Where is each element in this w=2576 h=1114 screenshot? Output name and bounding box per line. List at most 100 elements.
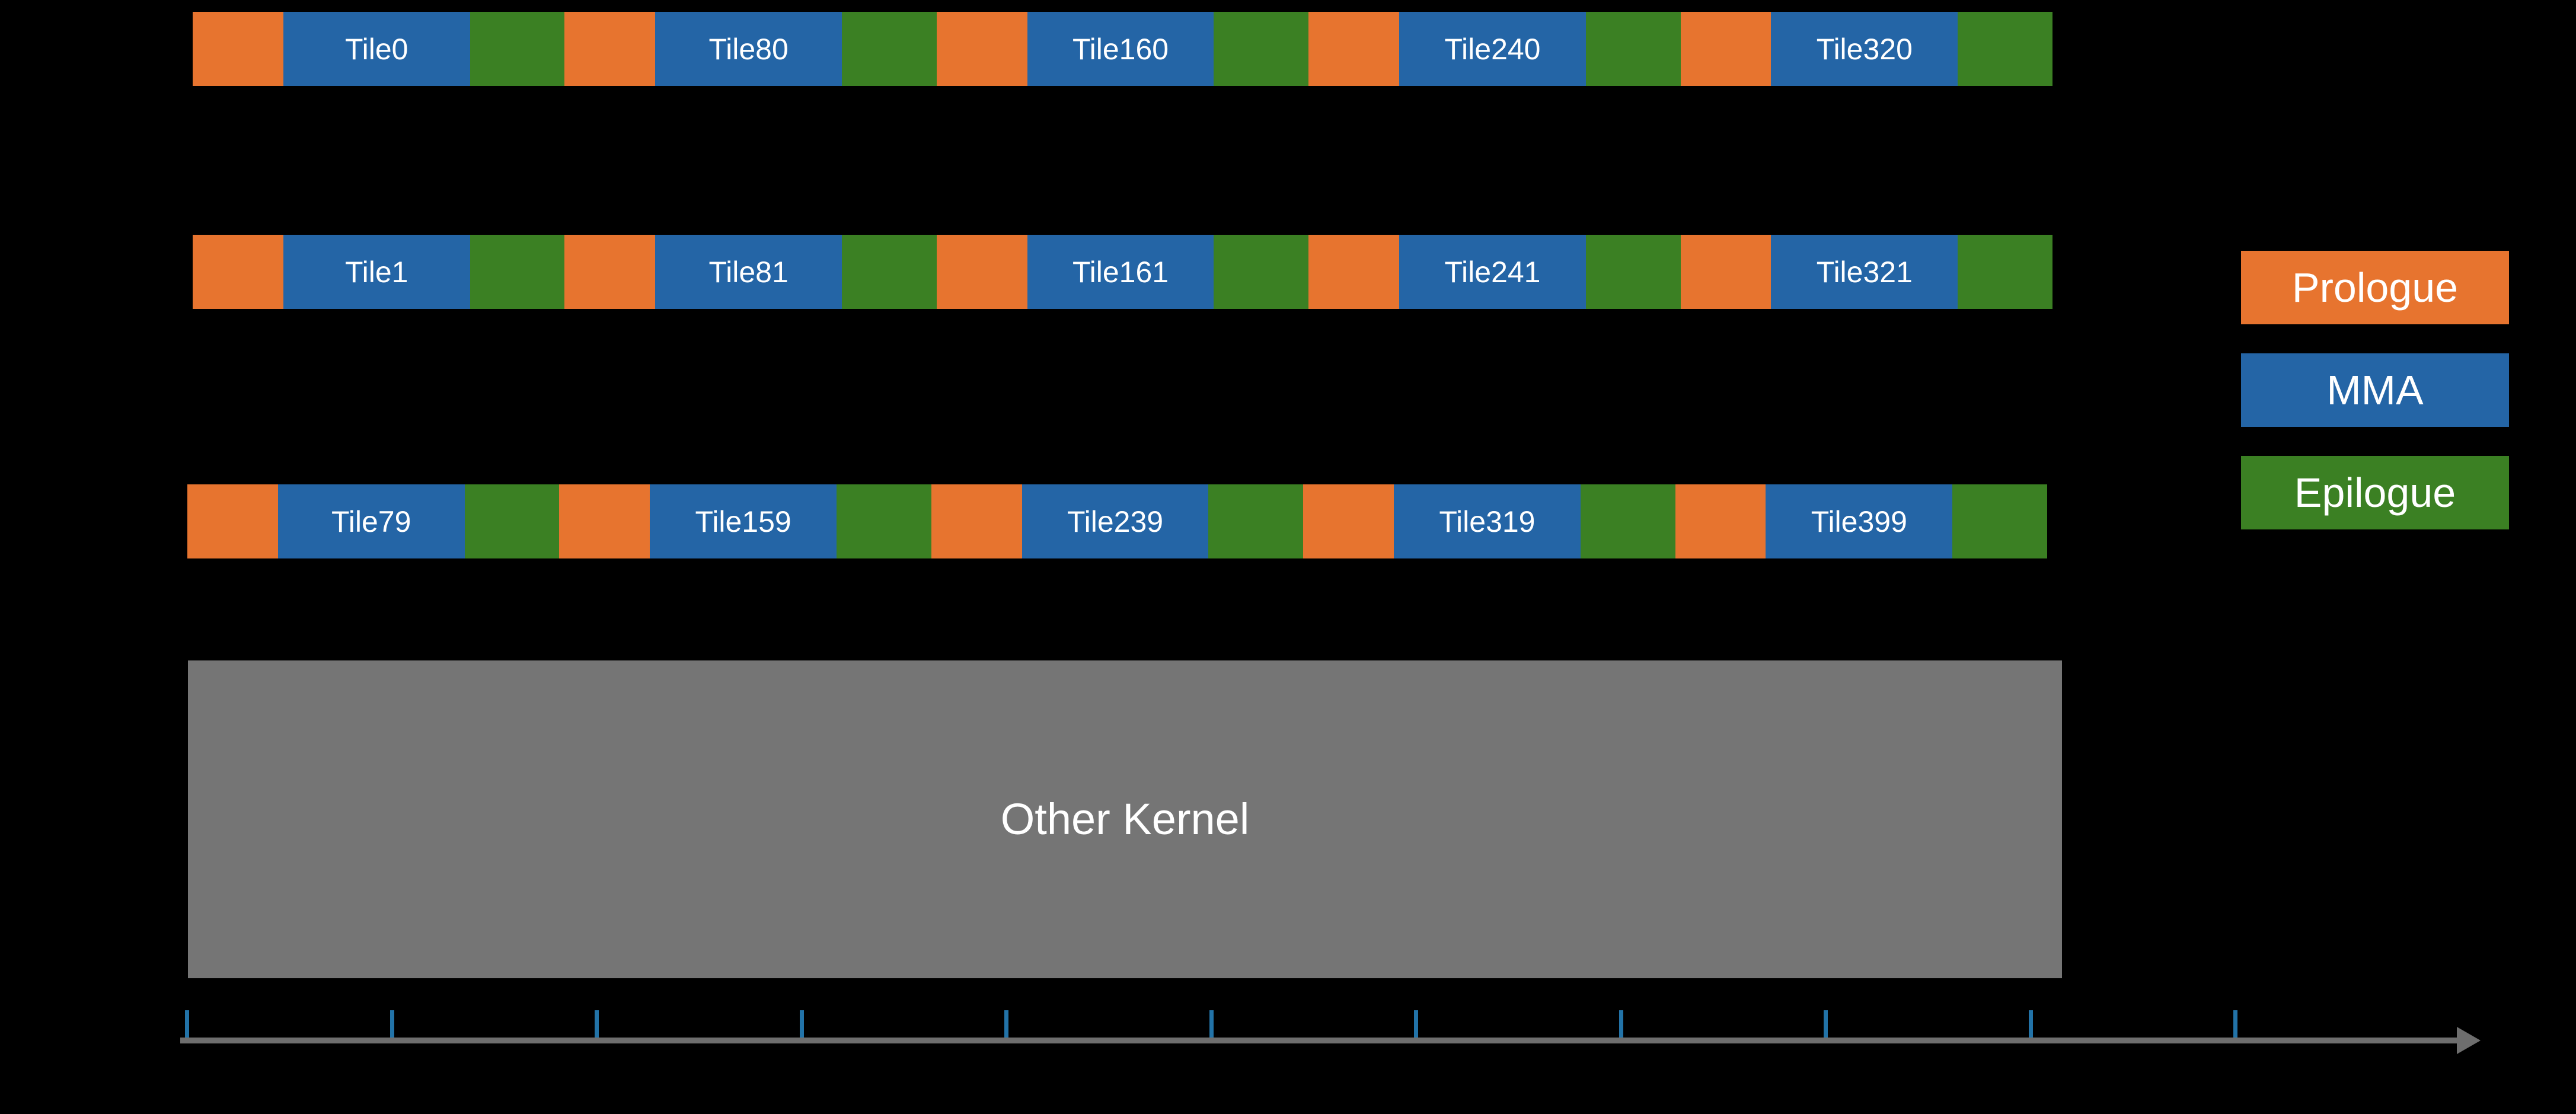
epilogue-segment [470,235,565,309]
mma-segment: Tile160 [1027,12,1214,86]
tile-label: Tile161 [1072,255,1169,289]
legend-label-prologue: Prologue [2291,264,2459,311]
sm-row: Tile1 Tile81 Tile161 Tile241 Tile321 [193,235,2053,309]
time-axis-tick [1619,1010,1623,1038]
legend-item-epilogue: Epilogue [2241,456,2509,529]
epilogue-segment [836,484,931,558]
sm-row: Tile0 Tile80 Tile160 Tile240 Tile320 [193,12,2053,86]
tile-label: Tile321 [1816,255,1913,289]
mma-segment: Tile1 [283,235,470,309]
tile-unit: Tile79 [187,484,560,558]
tile-label: Tile0 [344,32,408,66]
tile-unit: Tile0 [193,12,565,86]
tile-unit: Tile241 [1308,235,1681,309]
tile-label: Tile241 [1444,255,1541,289]
time-axis-tick [1209,1010,1214,1038]
epilogue-segment [1958,12,2053,86]
other-kernel-box: Other Kernel [188,660,2062,978]
epilogue-segment [464,484,560,558]
prologue-segment [564,235,656,309]
tile-label: Tile80 [708,32,789,66]
mma-segment: Tile81 [655,235,842,309]
prologue-segment [564,12,656,86]
tile-unit: Tile240 [1308,12,1681,86]
epilogue-segment [1585,235,1681,309]
tile-label: Tile240 [1444,32,1541,66]
mma-segment: Tile80 [655,12,842,86]
epilogue-segment [1952,484,2048,558]
mma-segment: Tile399 [1766,484,1953,558]
mma-segment: Tile161 [1027,235,1214,309]
mma-segment: Tile79 [277,484,465,558]
legend: Prologue MMA Epilogue [2241,251,2509,529]
tile-label: Tile239 [1067,505,1164,538]
time-axis-tick [2028,1010,2033,1038]
tile-unit: Tile160 [936,12,1309,86]
mma-segment: Tile240 [1399,12,1586,86]
mma-segment: Tile0 [283,12,470,86]
prologue-segment [1308,12,1400,86]
epilogue-segment [1214,235,1309,309]
epilogue-segment [841,12,937,86]
time-axis-tick [1004,1010,1008,1038]
mma-segment: Tile241 [1399,235,1586,309]
tile-label: Tile1 [344,255,408,289]
tile-unit: Tile319 [1303,484,1675,558]
tile-label: Tile81 [708,255,789,289]
tile-unit: Tile159 [559,484,931,558]
mma-segment: Tile239 [1022,484,1209,558]
tile-unit: Tile81 [564,235,937,309]
tile-label: Tile399 [1811,505,1907,538]
epilogue-segment [1580,484,1675,558]
time-axis-tick [1414,1010,1418,1038]
prologue-segment [936,235,1027,309]
time-axis-tick [185,1010,189,1038]
legend-item-mma: MMA [2241,353,2509,427]
tile-label: Tile319 [1439,505,1536,538]
tile-unit: Tile161 [936,235,1309,309]
mma-segment: Tile321 [1771,235,1958,309]
mma-segment: Tile159 [650,484,837,558]
tile-unit: Tile80 [564,12,937,86]
time-axis-tick [390,1010,394,1038]
prologue-segment [1680,235,1771,309]
legend-label-epilogue: Epilogue [2294,470,2456,516]
time-axis-arrowhead-icon [2457,1027,2481,1054]
tile-label: Tile159 [695,505,791,538]
tile-label: Tile160 [1072,32,1169,66]
epilogue-segment [1958,235,2053,309]
tile-unit: Tile320 [1680,12,2053,86]
epilogue-segment [1214,12,1309,86]
time-axis-line [180,1038,2457,1043]
tile-unit: Tile321 [1680,235,2053,309]
mma-segment: Tile319 [1394,484,1581,558]
prologue-segment [1680,12,1771,86]
prologue-segment [193,235,283,309]
tile-label: Tile320 [1816,32,1913,66]
tile-unit: Tile239 [931,484,1304,558]
epilogue-segment [1585,12,1681,86]
other-kernel-label: Other Kernel [1000,794,1250,844]
tile-unit: Tile1 [193,235,565,309]
prologue-segment [187,484,278,558]
mma-segment: Tile320 [1771,12,1958,86]
time-axis-tick [1824,1010,1828,1038]
tile-unit: Tile399 [1675,484,2048,558]
time-axis-tick [799,1010,804,1038]
time-axis-tick [595,1010,599,1038]
legend-label-mma: MMA [2326,367,2424,413]
prologue-segment [1308,235,1400,309]
prologue-segment [931,484,1022,558]
time-axis-ticks [185,1010,2237,1038]
epilogue-segment [841,235,937,309]
prologue-segment [193,12,283,86]
prologue-segment [1675,484,1766,558]
epilogue-segment [470,12,565,86]
prologue-segment [1303,484,1394,558]
tile-label: Tile79 [331,505,411,538]
sm-row: Tile79 Tile159 Tile239 Tile319 Tile399 [187,484,2048,558]
prologue-segment [936,12,1027,86]
prologue-segment [559,484,650,558]
